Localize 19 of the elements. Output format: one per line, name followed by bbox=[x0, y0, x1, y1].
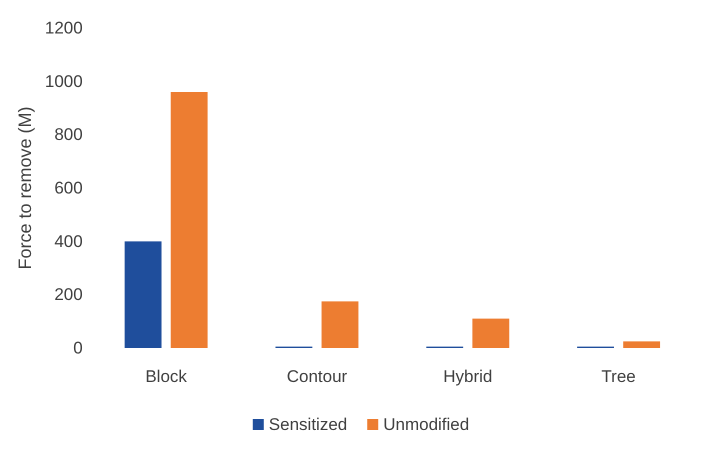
bar bbox=[472, 318, 510, 348]
y-tick-label: 1200 bbox=[44, 18, 83, 38]
y-tick-label: 800 bbox=[54, 125, 83, 144]
y-tick-label: 400 bbox=[54, 232, 83, 251]
y-tick-label: 200 bbox=[54, 285, 83, 304]
x-tick-label: Hybrid bbox=[443, 367, 492, 386]
x-tick-label: Block bbox=[145, 367, 188, 386]
x-tick-label: Tree bbox=[601, 367, 636, 386]
y-axis-title: Force to remove (M) bbox=[15, 106, 35, 270]
bar bbox=[124, 241, 162, 348]
bar bbox=[623, 341, 660, 348]
y-tick-label: 0 bbox=[73, 338, 83, 358]
y-tick-label: 600 bbox=[54, 178, 83, 198]
legend-label: Sensitized bbox=[268, 415, 348, 434]
y-tick-label: 1000 bbox=[44, 72, 83, 91]
x-tick-label: Contour bbox=[286, 367, 348, 386]
legend-label: Unmodified bbox=[383, 415, 470, 434]
bar bbox=[322, 301, 358, 348]
bar bbox=[170, 92, 208, 348]
